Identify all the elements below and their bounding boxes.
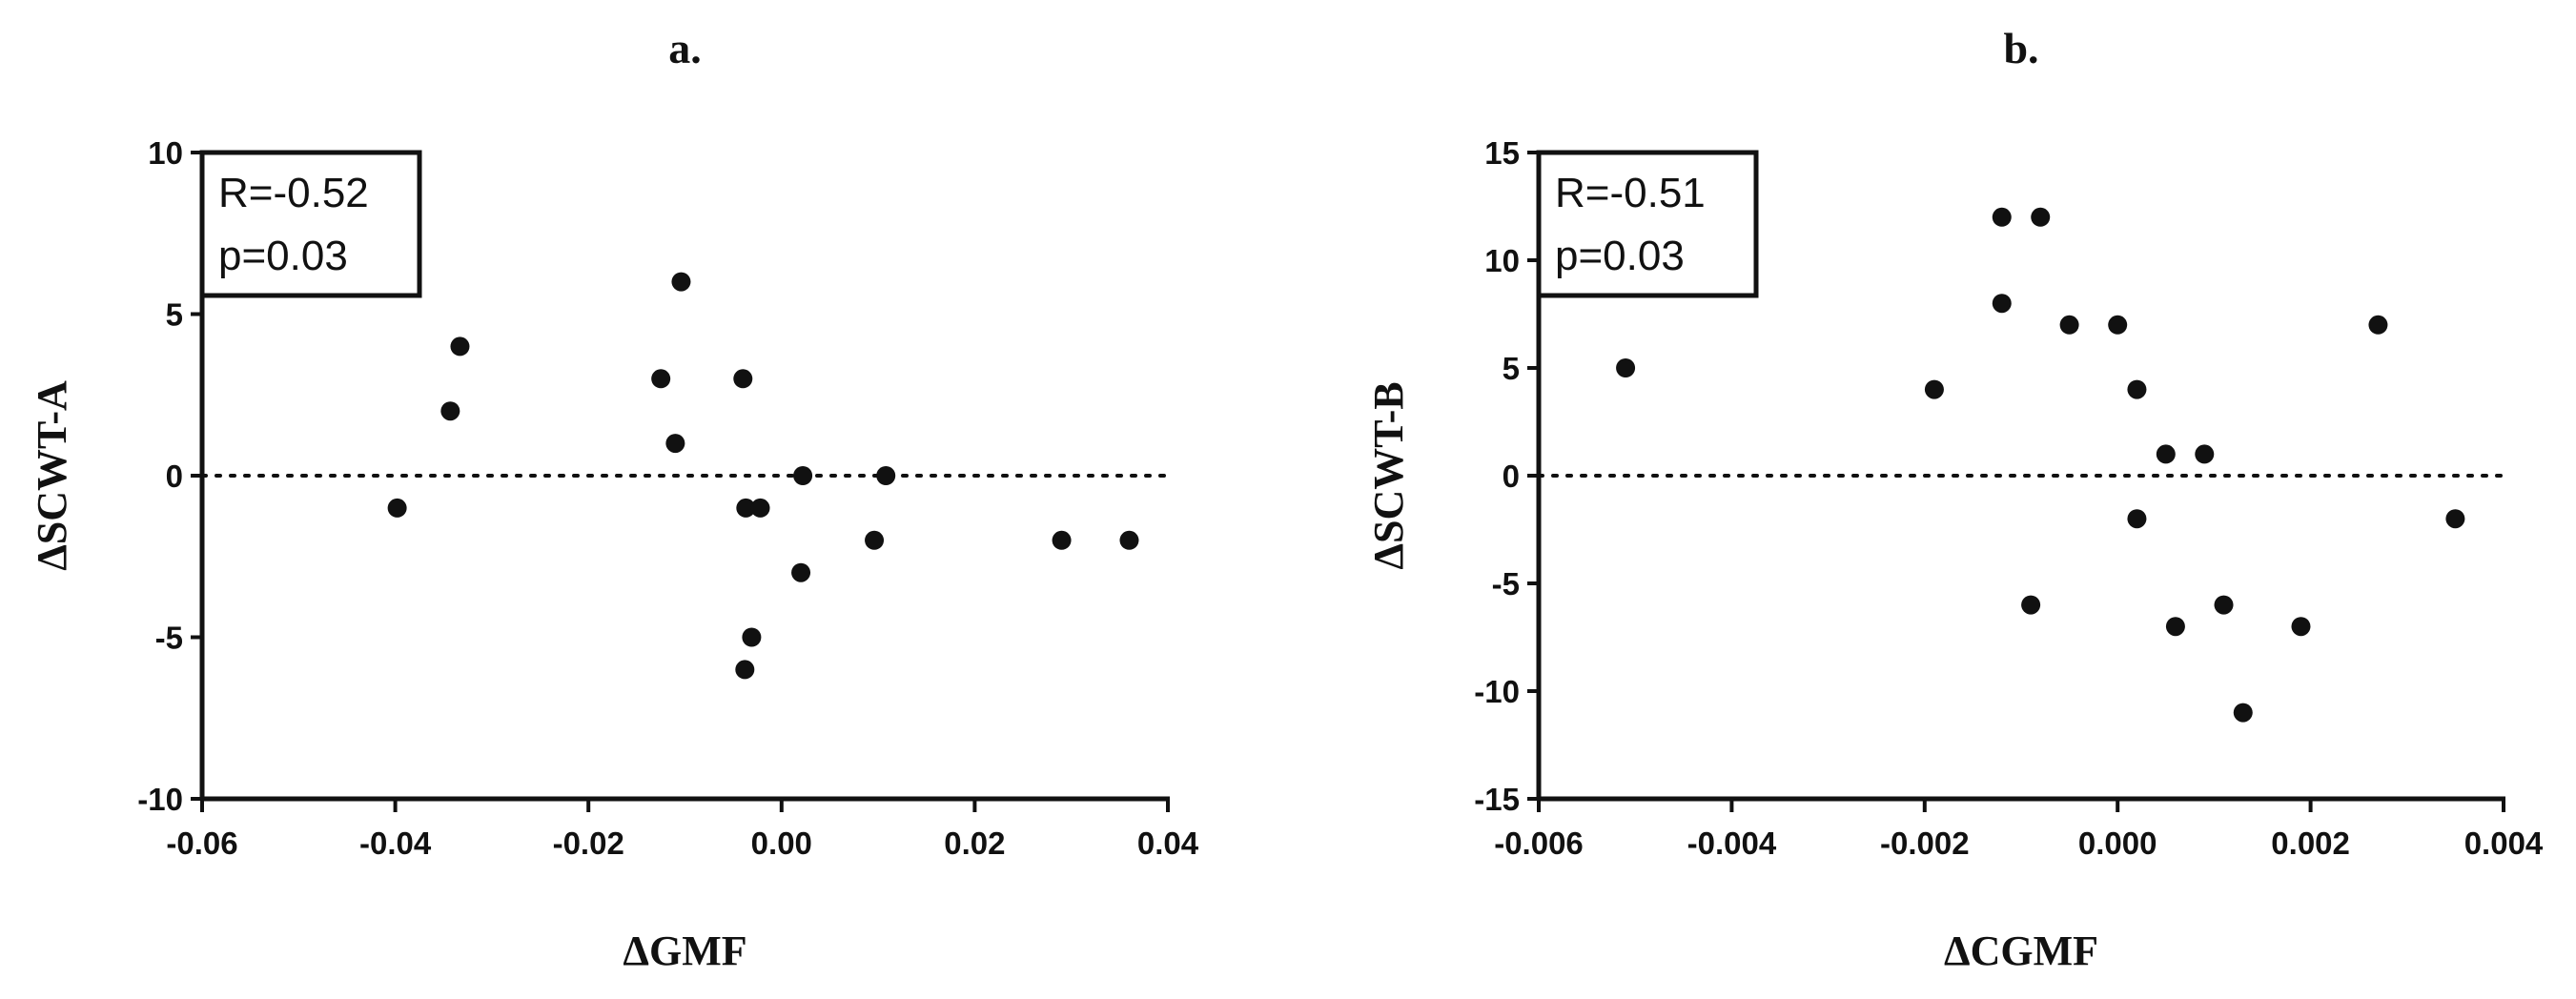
data-point (387, 498, 407, 518)
y-tick-label: -5 (1492, 566, 1520, 601)
data-point (2031, 207, 2051, 227)
data-point (736, 498, 756, 518)
x-axis-title: ΔGMF (623, 928, 746, 974)
panel-label-b: b. (2003, 24, 2038, 72)
data-point (733, 369, 753, 389)
x-tick-label: -0.02 (553, 826, 624, 861)
data-point (2291, 617, 2311, 637)
data-point (1992, 294, 2012, 314)
y-axis-title: ΔSCWT-A (29, 380, 75, 571)
y-tick-label: 5 (166, 297, 183, 333)
data-point (876, 466, 896, 485)
y-tick-label: -10 (1474, 674, 1520, 709)
data-point (791, 562, 811, 582)
panel-b: b. 15 10 5 0 -5 -10 -15 -0.006 -0.004 -0.002 0.000 0… (1365, 24, 2544, 974)
data-point (1616, 358, 1636, 377)
y-tick-label: 15 (1484, 135, 1520, 171)
data-point (2156, 444, 2176, 464)
data-point (2165, 617, 2185, 637)
stats-box (1536, 150, 1759, 298)
x-tick-label: 0.02 (944, 826, 1005, 861)
x-tick-label: 0.000 (2078, 826, 2157, 861)
x-tick-label: 0.00 (751, 826, 812, 861)
x-tick-label: -0.006 (1494, 826, 1584, 861)
y-tick-label: -15 (1474, 782, 1520, 817)
x-tick-label: 0.004 (2464, 826, 2544, 861)
data-point (2195, 444, 2215, 464)
data-point (651, 369, 671, 389)
panel-label-a: a. (668, 24, 702, 72)
x-tick-label: 0.04 (1137, 826, 1199, 861)
data-point (865, 530, 885, 550)
x-tick-label: 0.002 (2271, 826, 2350, 861)
data-point (2021, 595, 2041, 615)
data-point (1052, 530, 1072, 550)
data-point (671, 272, 691, 292)
y-tick-label: 0 (1503, 459, 1520, 494)
data-point (2127, 379, 2147, 399)
y-axis-title: ΔSCWT-B (1365, 381, 1412, 569)
x-axis-title: ΔCGMF (1944, 928, 2098, 974)
data-point (793, 466, 813, 485)
y-tick-label: 0 (166, 459, 183, 494)
data-point (2059, 315, 2079, 335)
x-tick-label: -0.06 (166, 826, 237, 861)
y-tick-label: -10 (137, 782, 183, 817)
y-tick-label: 10 (1484, 243, 1520, 278)
data-point (2445, 509, 2465, 529)
data-point (2233, 703, 2253, 723)
data-point (2108, 315, 2128, 335)
p-value-text: p=0.03 (218, 233, 348, 279)
data-point (750, 498, 770, 518)
data-point (1924, 379, 1944, 399)
data-point (440, 401, 460, 421)
x-tick-label: -0.002 (1880, 826, 1970, 861)
r-value-text: R=-0.52 (218, 170, 369, 216)
data-point (1992, 207, 2012, 227)
data-point (450, 336, 470, 357)
x-tick-label: -0.004 (1687, 826, 1777, 861)
y-tick-label: 10 (148, 135, 183, 171)
data-point (2127, 509, 2147, 529)
data-point (2368, 315, 2388, 335)
data-point (1119, 530, 1139, 550)
data-point (2214, 595, 2234, 615)
x-tick-label: -0.04 (359, 826, 432, 861)
panel-a: a. 10 5 0 -5 -10 -0.06 -0.04 -0.02 0.00 0.02 0.04 ΔG… (29, 24, 1199, 974)
stats-box (199, 150, 422, 298)
data-point (735, 660, 755, 680)
y-tick-label: -5 (155, 621, 183, 656)
data-point (665, 434, 685, 454)
y-tick-label: 5 (1503, 351, 1520, 386)
r-value-text: R=-0.51 (1555, 170, 1706, 216)
data-point (742, 627, 762, 647)
p-value-text: p=0.03 (1555, 233, 1685, 279)
